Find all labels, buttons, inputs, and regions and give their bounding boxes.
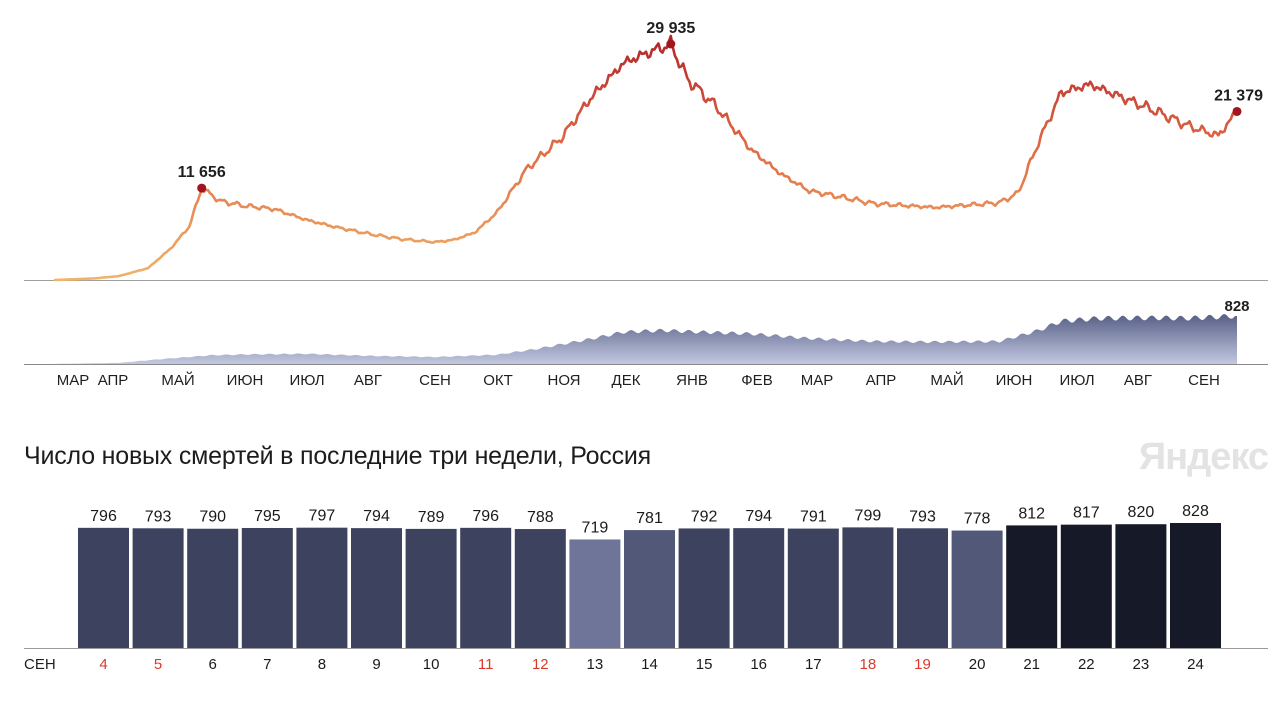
- bar-day-label: 20: [969, 656, 986, 673]
- peak-marker: [1232, 106, 1242, 116]
- month-tick-label: СЕН: [1188, 372, 1220, 389]
- bar: [897, 528, 948, 648]
- month-tick-label: ИЮН: [227, 372, 264, 389]
- chart-title: Число новых смертей в последние три неде…: [24, 442, 652, 470]
- bar-day-label: 6: [209, 656, 217, 673]
- bar-value-label: 817: [1073, 505, 1100, 522]
- bar-value-label: 781: [636, 510, 663, 527]
- bar-day-label: 22: [1078, 656, 1095, 673]
- month-tick-label: МАР: [801, 372, 834, 389]
- bar-value-label: 812: [1018, 505, 1045, 522]
- bar: [514, 529, 566, 648]
- bar-value-label: 793: [909, 508, 936, 525]
- bar: [678, 528, 730, 648]
- bar-day-label: 13: [587, 656, 604, 673]
- peak-label: 29 935: [646, 20, 695, 37]
- cumulative-area-chart: 828 МАР АПР МАЙ ИЮН ИЮЛ АВГ СЕН ОКТ НОЯ ДЕК ЯНВ ФЕВ М…: [24, 298, 1268, 389]
- peak-label: 21 379: [1214, 87, 1263, 104]
- month-tick-label: МАЙ: [930, 371, 963, 389]
- bar: [1006, 525, 1058, 648]
- bar: [569, 539, 621, 648]
- bar-value-label: 788: [527, 509, 554, 526]
- bar-day-label: 10: [423, 656, 440, 673]
- bar-value-label: 799: [855, 507, 882, 524]
- bar-value-label: 795: [254, 508, 281, 525]
- cumulative-area: [55, 314, 1237, 364]
- yandex-logo: Яндекс: [1138, 436, 1269, 478]
- bar: [296, 527, 348, 648]
- peak-marker: [666, 39, 676, 49]
- bar-month-label: СЕН: [24, 656, 56, 673]
- bar: [241, 527, 293, 648]
- bar-day-label: 23: [1133, 656, 1150, 673]
- bar: [842, 527, 894, 648]
- month-tick-label: ЯНВ: [676, 372, 708, 389]
- bar: [624, 530, 675, 648]
- peak-marker: [197, 183, 207, 193]
- month-tick-label: ОКТ: [483, 372, 513, 389]
- month-tick-label: АВГ: [354, 372, 382, 389]
- bar-day-label: 11: [478, 656, 494, 673]
- bar-day-label: 12: [532, 656, 549, 673]
- bar-value-label: 820: [1128, 504, 1155, 521]
- bar-value-label: 719: [582, 519, 609, 536]
- area-last-value-label: 828: [1224, 298, 1249, 315]
- month-tick-label: АПР: [98, 372, 129, 389]
- bar: [405, 528, 457, 648]
- peak-label: 11 656: [178, 164, 226, 181]
- bar-day-label: 16: [750, 656, 767, 673]
- bar: [351, 528, 402, 648]
- bar-day-label: 4: [99, 656, 107, 673]
- bar-value-label: 794: [363, 508, 390, 525]
- bar-value-label: 778: [964, 511, 991, 528]
- bar-value-label: 828: [1182, 503, 1209, 520]
- month-tick-label: АВГ: [1124, 372, 1152, 389]
- month-tick-label: МАР: [57, 372, 90, 389]
- month-tick-label: СЕН: [419, 372, 451, 389]
- bar-value-label: 796: [90, 508, 117, 525]
- month-tick-label: ИЮЛ: [1059, 372, 1094, 389]
- month-tick-label: ИЮЛ: [289, 372, 324, 389]
- bar-value-label: 796: [472, 508, 499, 525]
- bar: [1115, 524, 1167, 648]
- month-tick-label: ФЕВ: [741, 372, 772, 389]
- bar-value-label: 792: [691, 508, 718, 525]
- month-tick-label: НОЯ: [547, 372, 580, 389]
- bar-day-label: 8: [318, 656, 326, 673]
- bar-value-label: 789: [418, 509, 445, 526]
- month-tick-label: ДЕК: [612, 372, 641, 389]
- bar: [187, 528, 239, 648]
- bar-value-label: 790: [199, 509, 226, 526]
- bar-day-label: 9: [372, 656, 380, 673]
- bar-day-label: 19: [914, 656, 931, 673]
- bar-day-label: 14: [641, 656, 658, 673]
- bar: [787, 528, 839, 648]
- bar-day-label: 17: [805, 656, 822, 673]
- bar-value-label: 794: [745, 508, 772, 525]
- bar: [132, 528, 184, 648]
- month-tick-label: МАЙ: [161, 371, 194, 389]
- bar-value-label: 793: [145, 508, 172, 525]
- month-tick-label: ИЮН: [996, 372, 1033, 389]
- bar-day-label: 24: [1187, 656, 1204, 673]
- bar: [1060, 524, 1112, 648]
- bar-day-label: 7: [263, 656, 271, 673]
- bar-day-label: 21: [1023, 656, 1040, 673]
- bar: [733, 528, 785, 648]
- new-cases-line: [53, 34, 1239, 282]
- bar-day-label: 18: [860, 656, 877, 673]
- bar-value-label: 797: [309, 508, 336, 525]
- month-tick-label: АПР: [866, 372, 897, 389]
- bar-day-label: 15: [696, 656, 713, 673]
- bar-day-label: 5: [154, 656, 162, 673]
- new-cases-line-chart: 11 656 29 935 21 379: [24, 20, 1268, 282]
- bar: [460, 527, 512, 648]
- deaths-bar-chart: СЕН 796 4 793 5 790 6 795 7 797 8 794 9 789 10 796 11 788…: [24, 503, 1268, 673]
- bar: [78, 527, 129, 648]
- bar: [951, 530, 1003, 648]
- bar: [1170, 523, 1221, 648]
- bar-value-label: 791: [800, 509, 827, 526]
